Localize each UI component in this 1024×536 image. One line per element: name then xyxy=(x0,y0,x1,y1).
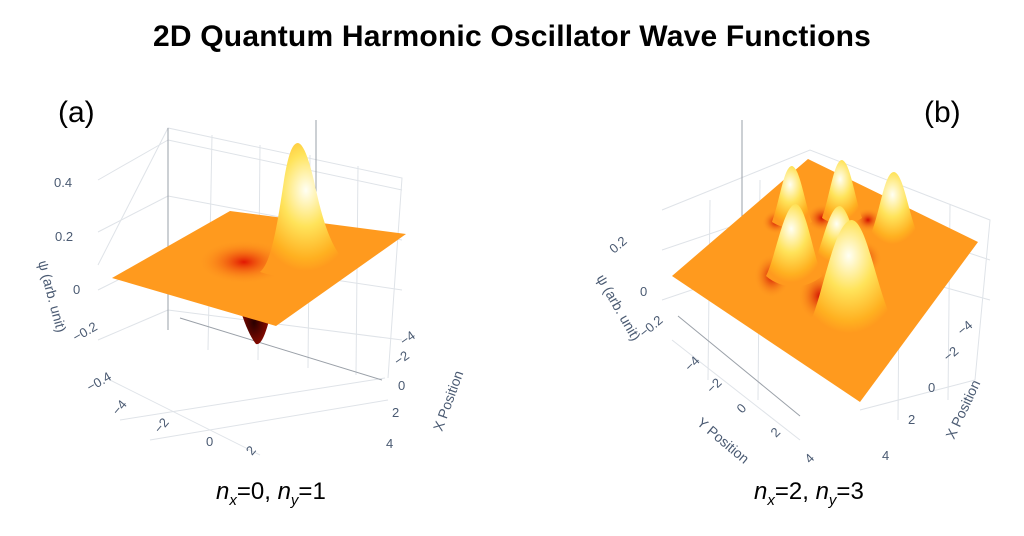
x-tick: −4 xyxy=(954,317,975,338)
z-tick: 0 xyxy=(73,282,80,297)
caption-b: nx=2, ny=3 xyxy=(754,478,864,509)
y-tick: 2 xyxy=(768,424,784,440)
caption-nx-symbol: n xyxy=(216,478,230,505)
chart-title: 2D Quantum Harmonic Oscillator Wave Func… xyxy=(152,20,871,53)
caption-ny-subscript: y xyxy=(290,491,299,509)
caption-ny-symbol: n xyxy=(277,478,291,505)
panel-label-b: (b) xyxy=(924,96,961,129)
caption-a: nx=0, ny=1 xyxy=(216,478,326,509)
y-axis-title: Y Position xyxy=(694,414,752,467)
x-tick: −2 xyxy=(391,348,412,369)
caption-ny-subscript: y xyxy=(828,491,837,509)
caption-nx-symbol: n xyxy=(754,478,768,505)
x-tick-labels: −4 −2 0 2 4 xyxy=(386,328,418,451)
surface-peak xyxy=(810,220,896,340)
caption-nx-value: =2, xyxy=(774,478,816,505)
surface-peak xyxy=(766,204,822,287)
caption-nx-value: =0, xyxy=(236,478,278,505)
z-axis-title: ψ (arb. unit) xyxy=(593,272,644,344)
y-tick-labels: −4 −2 0 2 4 xyxy=(682,353,818,466)
caption-ny-value: =1 xyxy=(298,478,326,505)
y-tick: 4 xyxy=(802,450,818,466)
surface-peak xyxy=(870,172,920,248)
x-tick-labels: −4 −2 0 2 4 xyxy=(882,317,975,463)
x-tick: −2 xyxy=(940,343,961,364)
caption-nx-subscript: x xyxy=(229,491,237,509)
y-tick: −4 xyxy=(109,397,130,418)
surface-peak xyxy=(260,143,352,278)
x-tick: 4 xyxy=(882,448,889,463)
y-tick: −2 xyxy=(151,415,172,436)
z-tick: 0.2 xyxy=(606,233,629,256)
surface-peak xyxy=(822,160,862,224)
z-tick: 0.4 xyxy=(54,175,72,190)
z-tick: 0 xyxy=(640,284,647,299)
x-tick: 2 xyxy=(392,405,399,420)
panel-label-a: (a) xyxy=(58,96,95,129)
x-tick: −4 xyxy=(397,328,418,349)
z-tick: 0.2 xyxy=(55,229,73,244)
y-tick: 0 xyxy=(206,434,213,449)
surface-peaks xyxy=(766,160,920,340)
x-tick: 0 xyxy=(398,378,405,393)
y-tick: 0 xyxy=(734,400,750,416)
surface-plot-a: (a) 0.4 0.2 0 −0.2 −0.4 ψ (arb. unit) −4… xyxy=(35,96,466,458)
y-tick: −4 xyxy=(682,353,703,374)
x-tick: 2 xyxy=(908,412,915,427)
caption-ny-value: =3 xyxy=(836,478,864,505)
caption-nx-subscript: x xyxy=(767,491,775,509)
x-tick: 4 xyxy=(386,436,393,451)
caption-ny-symbol: n xyxy=(815,478,829,505)
x-tick: 0 xyxy=(928,380,935,395)
surface-plot-b: (b) 0.2 0 −0.2 ψ (arb. unit) xyxy=(593,96,991,467)
